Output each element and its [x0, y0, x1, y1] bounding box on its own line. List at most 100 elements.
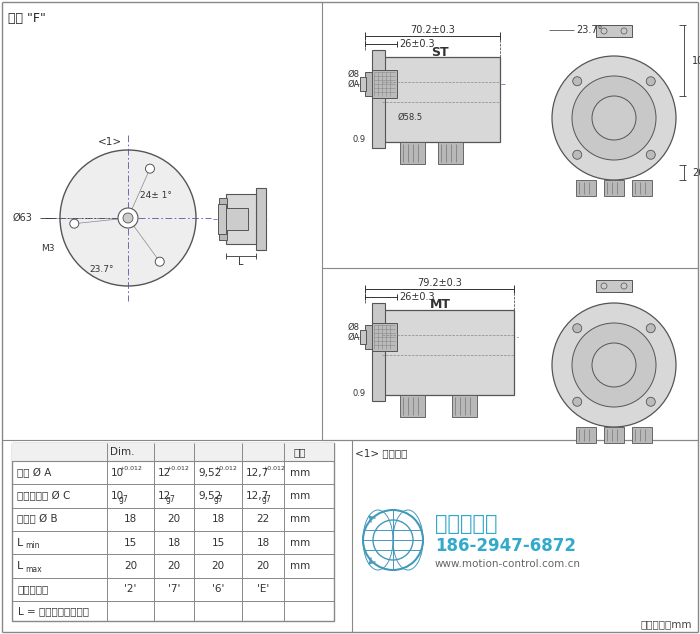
Circle shape: [592, 343, 636, 387]
Text: 18: 18: [167, 538, 181, 548]
Bar: [372, 303, 385, 401]
Circle shape: [573, 77, 582, 86]
Text: 9,52: 9,52: [198, 468, 221, 477]
Circle shape: [118, 208, 138, 228]
Text: 24± 1°: 24± 1°: [140, 191, 172, 200]
Text: min: min: [25, 541, 39, 550]
Text: 20: 20: [167, 561, 181, 571]
Text: 18: 18: [256, 538, 270, 548]
Text: mm: mm: [290, 561, 310, 571]
Text: 盲轴 Ø A: 盲轴 Ø A: [17, 468, 51, 477]
Text: 10: 10: [111, 491, 124, 501]
Text: max: max: [25, 564, 41, 574]
Text: 70.2±0.3: 70.2±0.3: [410, 25, 455, 35]
Text: 15: 15: [124, 538, 137, 548]
Text: L = 匹配轴的深入长度: L = 匹配轴的深入长度: [18, 606, 89, 616]
Text: 186-2947-6872: 186-2947-6872: [435, 537, 576, 555]
Bar: [604, 180, 624, 196]
Text: +0.012: +0.012: [262, 466, 285, 471]
Circle shape: [70, 219, 79, 228]
Text: mm: mm: [290, 514, 310, 524]
Circle shape: [552, 56, 676, 180]
Text: 12: 12: [158, 491, 172, 501]
Circle shape: [573, 150, 582, 159]
Text: <1>: <1>: [98, 137, 122, 147]
Bar: [452, 395, 477, 417]
Text: 10: 10: [111, 468, 124, 477]
Bar: [360, 330, 366, 344]
Text: g7: g7: [214, 496, 224, 505]
Bar: [226, 194, 256, 244]
Text: M3: M3: [41, 244, 55, 253]
Circle shape: [155, 257, 164, 266]
Text: L: L: [17, 538, 23, 548]
Text: 0.9: 0.9: [352, 389, 365, 398]
Text: g7: g7: [119, 496, 129, 505]
Bar: [12, 443, 334, 461]
Text: 22: 22: [256, 514, 270, 524]
Text: '2': '2': [125, 585, 136, 594]
Circle shape: [60, 150, 196, 286]
Bar: [219, 198, 227, 240]
Bar: [604, 427, 624, 443]
Circle shape: [646, 77, 655, 86]
Text: 0.9: 0.9: [352, 136, 365, 145]
Bar: [12, 443, 334, 621]
Bar: [372, 50, 385, 148]
Text: +0.012: +0.012: [166, 466, 189, 471]
Text: 20: 20: [256, 561, 270, 571]
Text: 单位: 单位: [294, 447, 307, 457]
Bar: [576, 427, 596, 443]
Text: Ø63: Ø63: [12, 213, 32, 223]
Text: mm: mm: [290, 538, 310, 548]
Circle shape: [573, 398, 582, 406]
Circle shape: [572, 76, 656, 160]
Text: Dim.: Dim.: [110, 447, 134, 457]
Circle shape: [123, 213, 133, 223]
Text: 23.7°: 23.7°: [576, 25, 603, 35]
Circle shape: [646, 398, 655, 406]
Text: +0.012: +0.012: [214, 466, 237, 471]
Text: ØA: ØA: [348, 332, 360, 342]
Text: 26±0.3: 26±0.3: [399, 39, 435, 49]
Text: mm: mm: [290, 468, 310, 477]
Text: 尺寸单位：mm: 尺寸单位：mm: [640, 619, 692, 629]
Text: Ø8: Ø8: [348, 70, 360, 79]
Circle shape: [146, 164, 155, 173]
Text: 20: 20: [692, 167, 700, 178]
Circle shape: [646, 324, 655, 333]
Text: 12,7: 12,7: [246, 491, 270, 501]
Text: 12: 12: [158, 468, 172, 477]
Circle shape: [552, 303, 676, 427]
Text: Ø8: Ø8: [348, 323, 360, 332]
Bar: [360, 77, 366, 91]
Bar: [382, 310, 514, 395]
Text: L: L: [238, 257, 244, 267]
Text: L: L: [17, 561, 23, 571]
Text: 12,7: 12,7: [246, 468, 270, 477]
Text: 20: 20: [124, 561, 137, 571]
Text: MT: MT: [430, 299, 451, 311]
Text: 10.3: 10.3: [692, 56, 700, 65]
Text: www.motion-control.com.cn: www.motion-control.com.cn: [435, 559, 581, 569]
Circle shape: [621, 283, 627, 289]
Text: Ø58.5: Ø58.5: [398, 112, 423, 122]
Bar: [596, 25, 632, 37]
Bar: [256, 188, 266, 250]
Bar: [226, 208, 248, 230]
Bar: [218, 204, 226, 234]
Bar: [382, 57, 500, 142]
Circle shape: [646, 150, 655, 159]
Text: 20: 20: [167, 514, 181, 524]
Text: 79.2±0.3: 79.2±0.3: [417, 278, 462, 288]
Bar: [632, 427, 652, 443]
Text: +0.012: +0.012: [119, 466, 142, 471]
Bar: [596, 280, 632, 292]
Bar: [576, 180, 596, 196]
Text: 15: 15: [211, 538, 225, 548]
Circle shape: [601, 283, 607, 289]
Circle shape: [572, 323, 656, 407]
Bar: [400, 142, 425, 164]
Text: mm: mm: [290, 491, 310, 501]
Text: 18: 18: [124, 514, 137, 524]
